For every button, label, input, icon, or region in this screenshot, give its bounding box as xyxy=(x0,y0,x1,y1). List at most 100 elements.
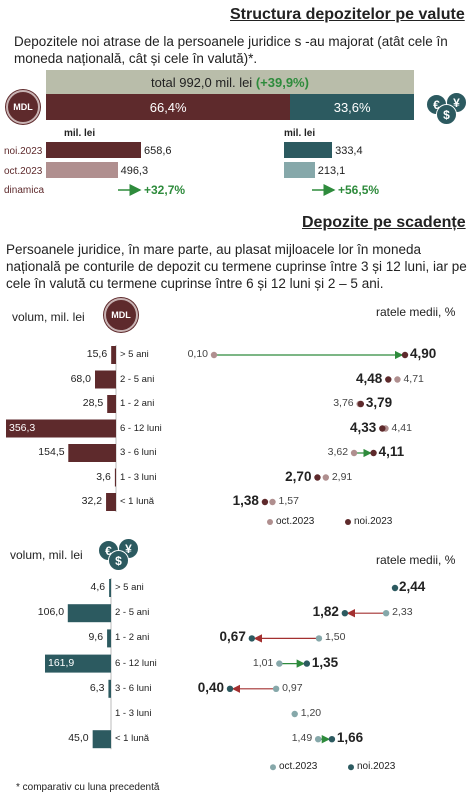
rate-noi-value: 0,40 xyxy=(197,679,224,695)
rate-dot-noi xyxy=(248,635,256,642)
rate-dot-noi xyxy=(391,584,399,592)
rate-noi-value: 0,67 xyxy=(219,629,246,645)
rate-dot-oct xyxy=(291,710,298,718)
fx-share-label: 33,6% xyxy=(333,99,371,115)
volume-bar xyxy=(107,629,111,648)
rate-dot-oct xyxy=(350,449,358,457)
volume-value: 15,6 xyxy=(86,348,108,360)
fx-oct-value: 213,1 xyxy=(317,165,346,177)
mdl-logo: MDL xyxy=(6,90,40,124)
rate-dot-oct xyxy=(382,610,390,617)
rate-oct-value: 3,62 xyxy=(327,446,349,458)
rate-dot-noi xyxy=(303,660,311,667)
category-label: 2 - 5 ani xyxy=(115,607,150,619)
rate-oct-value: 4,71 xyxy=(403,372,424,385)
legend-noi-dot xyxy=(348,764,354,771)
mdl-volume-label: volum, mil. lei xyxy=(12,310,85,324)
rate-noi-value: 4,90 xyxy=(410,346,437,361)
fx-volume-label: volum, mil. lei xyxy=(10,548,83,562)
rate-oct-value: 0,97 xyxy=(282,681,303,694)
legend-oct-dot xyxy=(267,519,273,525)
rate-dot-oct xyxy=(272,685,280,692)
total-change: (+39,9%) xyxy=(255,74,309,90)
mdl-dynamics-value: +32,7% xyxy=(144,183,186,197)
category-label: 6 - 12 luni xyxy=(115,657,157,669)
fx-dynamics-value: +56,5% xyxy=(338,183,380,197)
category-label: 1 - 3 luni xyxy=(115,708,152,719)
category-label: < 1 lună xyxy=(120,496,155,507)
volume-value: 28,5 xyxy=(82,397,104,409)
mdl-chart-logo: MDL xyxy=(104,298,138,332)
volume-value: 4,6 xyxy=(90,581,106,593)
volume-value: 32,2 xyxy=(81,495,103,507)
rate-noi-value: 1,66 xyxy=(336,730,364,746)
volume-bar xyxy=(109,579,111,597)
rate-dot-noi xyxy=(379,425,386,432)
rate-dot-noi xyxy=(370,449,377,457)
volume-value: 9,6 xyxy=(88,631,104,644)
rate-oct-value: 0,10 xyxy=(187,348,208,360)
volume-value: 45,0 xyxy=(68,732,89,745)
fx-share-bar: 33,6% xyxy=(290,94,414,120)
rate-dot-noi xyxy=(226,685,234,692)
total-label: total 992,0 mil. lei xyxy=(151,74,253,90)
volume-bar xyxy=(68,444,116,462)
category-label: 3 - 6 luni xyxy=(115,682,152,694)
footnote: * comparativ cu luna precedentă xyxy=(16,782,160,793)
volume-bar xyxy=(107,395,116,413)
volume-bar xyxy=(95,370,116,389)
rate-noi-value: 1,38 xyxy=(232,493,259,508)
rate-dot-noi xyxy=(385,376,392,383)
rate-dot-oct xyxy=(356,400,363,408)
rate-oct-value: 1,01 xyxy=(252,656,274,669)
volume-value: 356,3 xyxy=(9,421,36,434)
rate-dot-oct xyxy=(315,635,323,642)
category-label: 1 - 2 ani xyxy=(120,398,155,409)
volume-value: 154,5 xyxy=(38,446,65,458)
dynamics-label: dinamica xyxy=(4,185,45,196)
category-label: 2 - 5 ani xyxy=(120,373,155,385)
mdl-noi-bar xyxy=(46,142,141,158)
legend-noi-label: noi.2023 xyxy=(357,761,396,773)
rate-oct-value: 1,49 xyxy=(291,732,313,745)
rate-oct-value: 2,33 xyxy=(392,606,413,619)
fx-noi-bar xyxy=(284,142,333,158)
rate-noi-value: 3,79 xyxy=(365,395,393,410)
rate-dot-noi xyxy=(328,736,336,743)
rate-oct-value: 4,41 xyxy=(391,421,412,434)
volume-value: 161,9 xyxy=(48,656,75,669)
volume-bar xyxy=(106,493,116,511)
rate-dot-noi xyxy=(357,400,365,408)
rate-dot-oct xyxy=(269,498,276,506)
rate-dot-oct xyxy=(314,736,322,743)
rate-oct-value: 1,50 xyxy=(324,631,346,644)
mdl-share-bar: 66,4% xyxy=(46,94,291,120)
fx-unit-label: mil. lei xyxy=(284,128,316,139)
rate-oct-value: 2,91 xyxy=(331,470,353,483)
volume-bar xyxy=(67,604,111,623)
row-label-noi: noi.2023 xyxy=(4,146,43,157)
section1-title: Structura depozitelor pe valute xyxy=(230,6,465,23)
rate-noi-value: 1,82 xyxy=(312,604,339,620)
fx-oct-bar xyxy=(284,162,315,178)
rate-noi-value: 2,70 xyxy=(285,468,312,484)
fx-rates-label: ratele medii, % xyxy=(376,553,456,567)
rate-dot-oct xyxy=(276,660,283,667)
category-label: 1 - 2 ani xyxy=(115,632,150,644)
volume-bar xyxy=(114,468,116,487)
volume-value: 106,0 xyxy=(37,606,65,619)
rate-dot-oct xyxy=(394,376,401,383)
rate-noi-value: 4,11 xyxy=(378,444,405,459)
dollar-icon: $ xyxy=(108,550,129,571)
fx-chart-currency-icon: € ¥ $ xyxy=(96,536,142,571)
rate-noi-value: 1,35 xyxy=(311,654,339,670)
legend-noi-label: noi.2023 xyxy=(354,516,393,527)
total-bar: total 992,0 mil. lei (+39,9%) xyxy=(46,70,414,94)
volume-value: 3,6 xyxy=(96,470,111,483)
dollar-icon: $ xyxy=(436,104,457,125)
currency-icon: € ¥ $ xyxy=(424,90,470,125)
category-label: > 5 ani xyxy=(115,582,144,593)
